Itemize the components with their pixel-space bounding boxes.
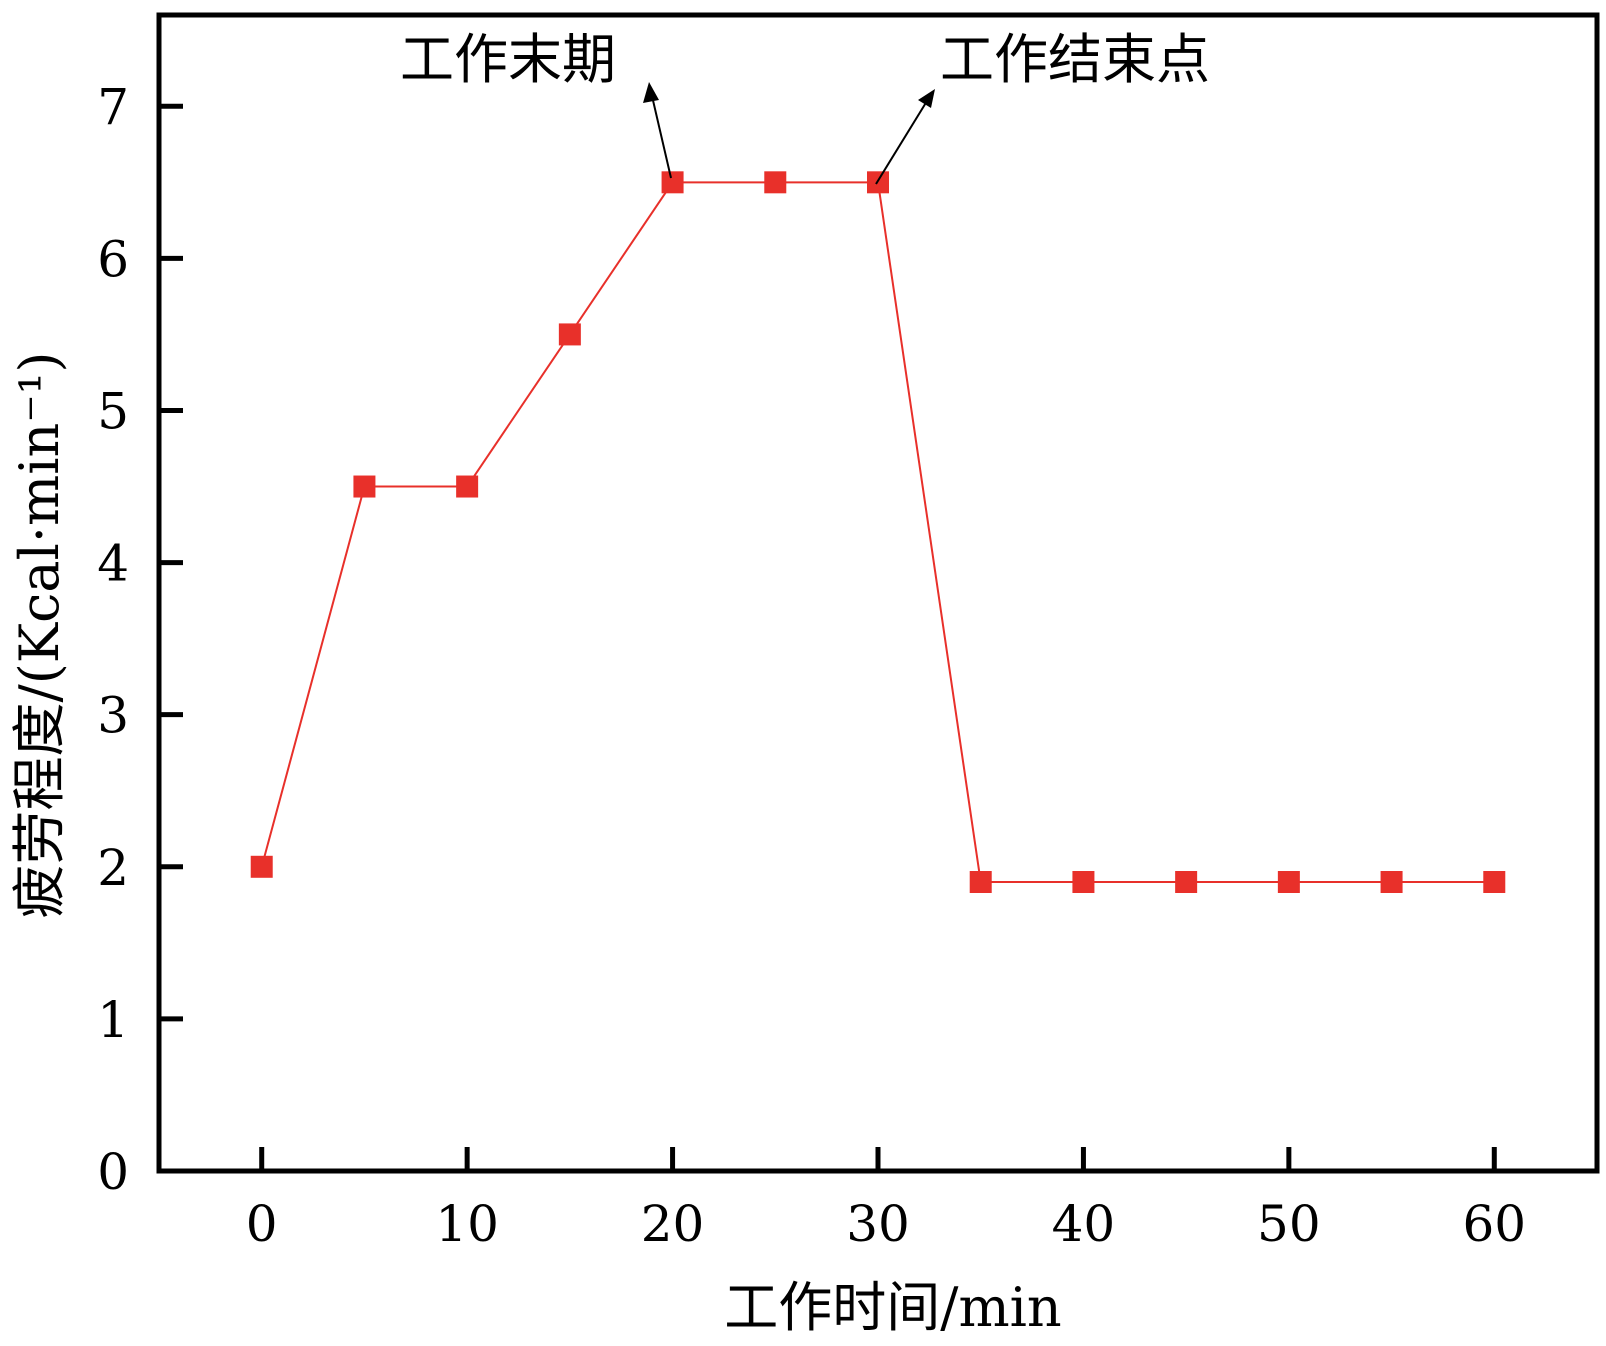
axis-ticks: 0 10 20 30 40 50 60 0 1 2 3 4 5 6 7 bbox=[97, 78, 1526, 1253]
x-tick-label: 0 bbox=[246, 1195, 278, 1253]
data-point-marker bbox=[1072, 871, 1095, 893]
series-segment bbox=[877, 182, 982, 883]
y-tick-label: 2 bbox=[97, 839, 129, 897]
annotation-arrow-work-end-point bbox=[875, 100, 928, 185]
data-point-marker bbox=[969, 871, 992, 893]
annotation-arrow-end-of-work-period bbox=[651, 95, 672, 179]
data-point-marker bbox=[764, 171, 787, 194]
data-point-marker bbox=[661, 171, 684, 194]
x-tick-label: 10 bbox=[435, 1195, 499, 1253]
arrowhead-icon bbox=[643, 82, 659, 103]
data-point-marker bbox=[558, 323, 581, 346]
plot-frame bbox=[156, 12, 1600, 1174]
arrowhead-icon bbox=[918, 89, 935, 108]
data-point-marker bbox=[1277, 871, 1300, 893]
y-tick-label: 3 bbox=[97, 687, 129, 745]
y-tick-label: 6 bbox=[97, 230, 129, 288]
data-point-marker bbox=[456, 475, 479, 498]
x-tick-label: 30 bbox=[846, 1195, 910, 1253]
series-lines bbox=[260, 181, 1495, 883]
x-tick-label: 20 bbox=[641, 1195, 705, 1253]
x-axis-label: 工作时间/min bbox=[724, 1276, 1061, 1339]
data-point-marker bbox=[250, 855, 273, 878]
data-point-marker bbox=[1380, 871, 1403, 893]
series-segment bbox=[569, 181, 674, 335]
data-point-marker bbox=[1483, 871, 1506, 893]
y-tick-label: 7 bbox=[97, 78, 129, 136]
data-point-marker bbox=[1175, 871, 1198, 893]
y-tick-label: 1 bbox=[97, 991, 129, 1049]
series-segment bbox=[466, 333, 571, 488]
annotation-work-end-point: 工作结束点 bbox=[940, 28, 1210, 91]
y-axis-label: 疲劳程度/(Kcal·min⁻¹) bbox=[8, 352, 71, 919]
x-tick-label: 60 bbox=[1462, 1195, 1526, 1253]
annotation-end-of-work-period: 工作末期 bbox=[400, 28, 616, 91]
series-segment bbox=[260, 486, 366, 868]
y-tick-label: 0 bbox=[97, 1143, 129, 1201]
y-tick-label: 4 bbox=[97, 535, 129, 593]
series-markers bbox=[250, 171, 1506, 893]
annotations: 工作末期 工作结束点 bbox=[400, 28, 1210, 185]
data-point-marker bbox=[353, 475, 376, 498]
x-tick-label: 40 bbox=[1052, 1195, 1116, 1253]
x-tick-label: 50 bbox=[1257, 1195, 1321, 1253]
y-tick-label: 5 bbox=[97, 382, 129, 440]
